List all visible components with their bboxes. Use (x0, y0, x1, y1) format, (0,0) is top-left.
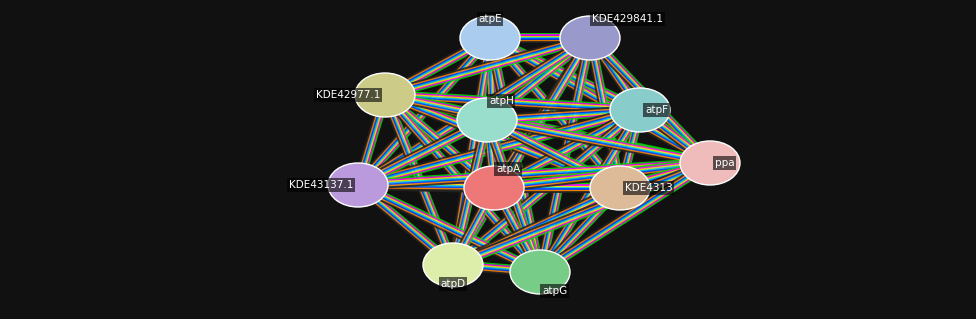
Ellipse shape (590, 166, 650, 210)
Ellipse shape (510, 250, 570, 294)
Text: KDE43137.1: KDE43137.1 (289, 180, 353, 190)
Ellipse shape (464, 166, 524, 210)
Text: ppa: ppa (715, 158, 735, 168)
Text: atpF: atpF (645, 105, 668, 115)
Ellipse shape (680, 141, 740, 185)
Text: KDE4313: KDE4313 (625, 183, 672, 193)
Ellipse shape (457, 98, 517, 142)
Ellipse shape (328, 163, 388, 207)
Ellipse shape (423, 243, 483, 287)
Ellipse shape (610, 88, 670, 132)
Ellipse shape (355, 73, 415, 117)
Text: KDE42977.1: KDE42977.1 (315, 90, 380, 100)
Text: atpD: atpD (440, 279, 466, 289)
Ellipse shape (460, 16, 520, 60)
Text: atpE: atpE (478, 14, 502, 24)
Text: atpH: atpH (489, 96, 514, 106)
Text: KDE429841.1: KDE429841.1 (592, 14, 663, 24)
Ellipse shape (560, 16, 620, 60)
Text: atpA: atpA (496, 164, 520, 174)
Text: atpG: atpG (542, 286, 567, 296)
